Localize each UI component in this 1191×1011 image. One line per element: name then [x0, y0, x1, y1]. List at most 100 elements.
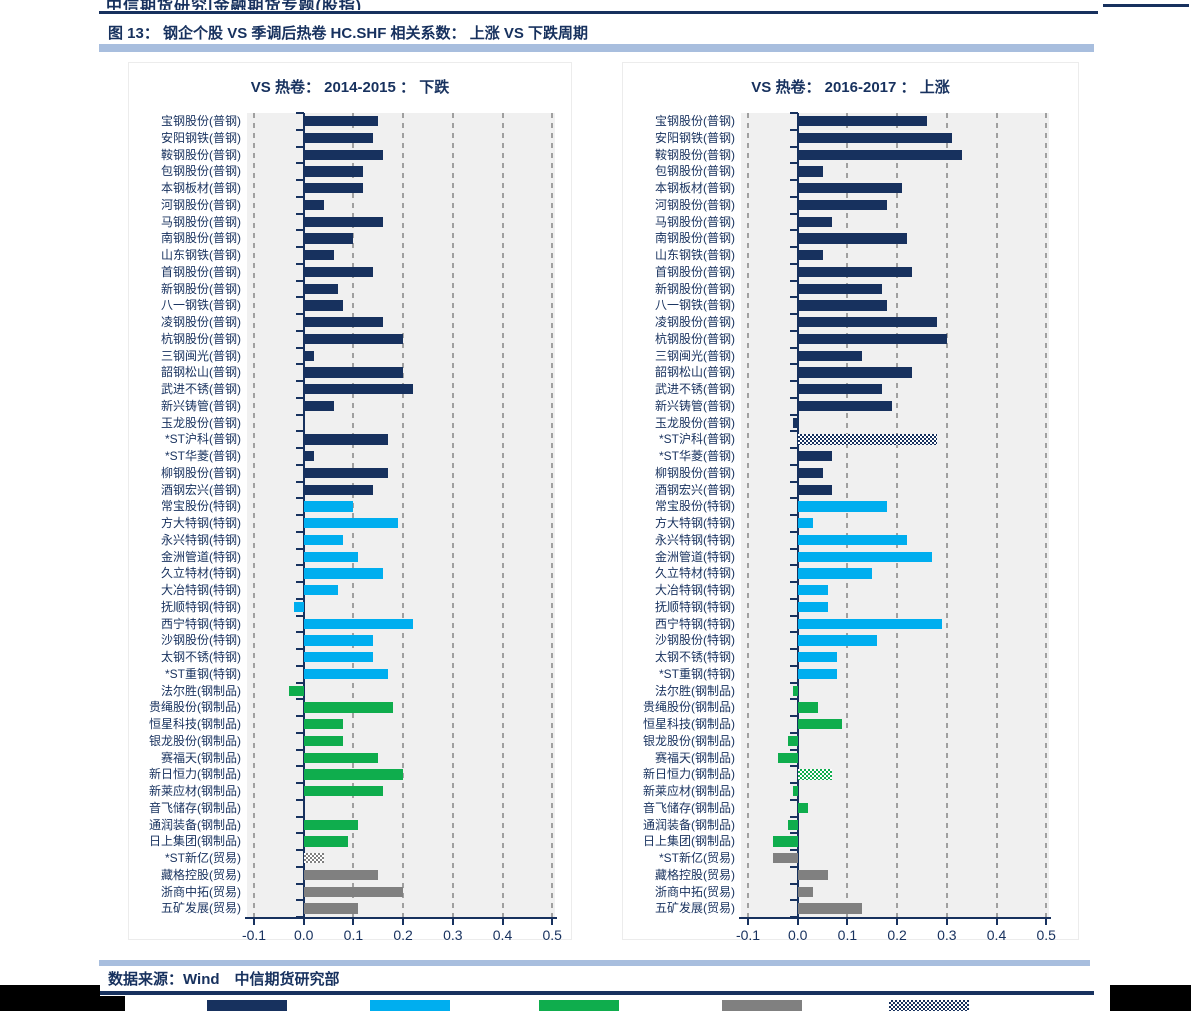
bar: [797, 149, 962, 160]
bar: [797, 534, 908, 546]
category-label: 杭钢股份(普钢): [161, 331, 241, 346]
bar: [303, 819, 359, 830]
category-tick: [295, 380, 304, 382]
bar: [792, 786, 798, 797]
category-tick: [295, 514, 304, 516]
x-axis: [245, 917, 557, 919]
category-tick: [295, 882, 304, 885]
category-tick: [295, 279, 304, 282]
bar: [792, 417, 798, 428]
category-label: 五矿发展(贸易): [655, 901, 735, 916]
category-label: 武进不锈(普钢): [655, 382, 735, 396]
category-label: 新日恒力(钢制品): [149, 767, 241, 782]
category-tick: [789, 865, 798, 868]
category-label: 久立特材(特钢): [161, 566, 241, 581]
bar: [303, 652, 374, 663]
category-label: 恒星科技(钢制品): [643, 717, 735, 731]
category-label: 鞍钢股份(普钢): [161, 147, 241, 162]
category-label: 韶钢松山(普钢): [161, 365, 241, 380]
category-label: 永兴特钢(特钢): [655, 532, 735, 547]
bottom-legend-strip: [0, 996, 1191, 1011]
category-label: 本钢板材(普钢): [161, 181, 241, 195]
category-label: 新钢股份(普钢): [655, 281, 735, 296]
plot-area: [247, 112, 555, 918]
category-label: 通润装备(钢制品): [149, 817, 241, 832]
bar: [303, 635, 374, 646]
category-tick: [789, 715, 798, 717]
category-label: 贵绳股份(钢制品): [643, 700, 735, 715]
category-tick: [789, 514, 798, 516]
category-label: 新莱应材(钢制品): [149, 784, 241, 798]
bar: [797, 132, 952, 144]
category-tick: [789, 782, 798, 784]
bar: [797, 367, 912, 378]
category-tick: [295, 664, 304, 667]
axis-tick-label: 0.1: [343, 927, 364, 943]
axis-tick-label: 0.3: [443, 927, 463, 943]
bar: [303, 367, 404, 378]
bar: [303, 216, 384, 227]
category-tick: [295, 363, 304, 366]
figure-caption: 图 13： 钢企个股 VS 季调后热卷 HC.SHF 相关系数： 上涨 VS 下…: [108, 25, 589, 42]
x-axis: [739, 917, 1051, 919]
gridline: [451, 113, 454, 917]
category-label: 杭钢股份(普钢): [655, 331, 735, 346]
category-tick: [789, 413, 798, 416]
bar: [303, 585, 339, 596]
legend-box: [125, 996, 1110, 1011]
category-tick: [295, 530, 304, 533]
chart-panel: VS 热卷： 2014-2015 ： 下跌 宝钢股份(普钢) 安阳钢铁(普钢) 鞍钢股…: [128, 62, 572, 943]
bar: [303, 752, 379, 763]
axis-tick-label: 0.5: [542, 927, 562, 943]
bar: [797, 400, 893, 412]
category-tick: [295, 798, 304, 801]
category-label: 日上集团(钢制品): [643, 834, 735, 849]
category-tick: [789, 480, 798, 483]
category-tick: [295, 497, 304, 500]
category-label: 宝钢股份(普钢): [161, 114, 241, 128]
category-label: 常宝股份(特钢): [161, 499, 241, 514]
category-label: *ST沪科(普钢): [659, 432, 735, 447]
category-tick: [295, 731, 304, 734]
gridline: [896, 113, 899, 917]
bar: [797, 668, 838, 680]
category-label: 沙钢股份(特钢): [655, 633, 735, 648]
category-tick: [295, 179, 304, 181]
category-tick: [295, 765, 304, 768]
category-label: 恒星科技(钢制品): [149, 717, 241, 731]
bar: [303, 250, 334, 261]
source-note: 数据来源：Wind 中信期货研究部: [108, 971, 340, 988]
chart-title: VS 热卷： 2016-2017 ： 上涨: [751, 79, 950, 96]
axis-tick-label: 0.2: [393, 927, 413, 943]
bar: [303, 333, 404, 345]
category-label: 新兴铸管(普钢): [161, 398, 241, 413]
category-tick: [789, 882, 798, 885]
category-label: 方大特钢(特钢): [655, 516, 735, 530]
bar: [303, 551, 359, 562]
bar: [303, 451, 314, 462]
category-label: 酒钢宏兴(普钢): [655, 482, 735, 497]
category-label: 河钢股份(普钢): [161, 197, 241, 212]
category-label: 凌钢股份(普钢): [161, 315, 241, 329]
category-label: 法尔胜(钢制品): [655, 683, 735, 698]
bar: [797, 350, 863, 361]
bar: [303, 317, 384, 328]
category-tick: [789, 798, 798, 801]
gridline: [995, 113, 998, 917]
category-tick: [789, 664, 798, 667]
footer-divider: [99, 991, 1094, 995]
category-tick: [789, 614, 798, 617]
category-label: 韶钢松山(普钢): [655, 365, 735, 380]
category-tick: [789, 748, 798, 751]
category-label: 银龙股份(钢制品): [643, 733, 735, 748]
bar: [797, 333, 947, 345]
report-header-text: 中信期货研究|金融期货专题(股指): [106, 0, 363, 10]
category-label: 本钢板材(普钢): [655, 181, 735, 195]
category-label: 八一钢铁(普钢): [161, 298, 241, 313]
bar: [797, 719, 843, 730]
gridline: [1045, 113, 1048, 917]
gridline: [402, 113, 405, 917]
x-axis-tick: [846, 919, 849, 925]
category-tick: [789, 195, 798, 198]
